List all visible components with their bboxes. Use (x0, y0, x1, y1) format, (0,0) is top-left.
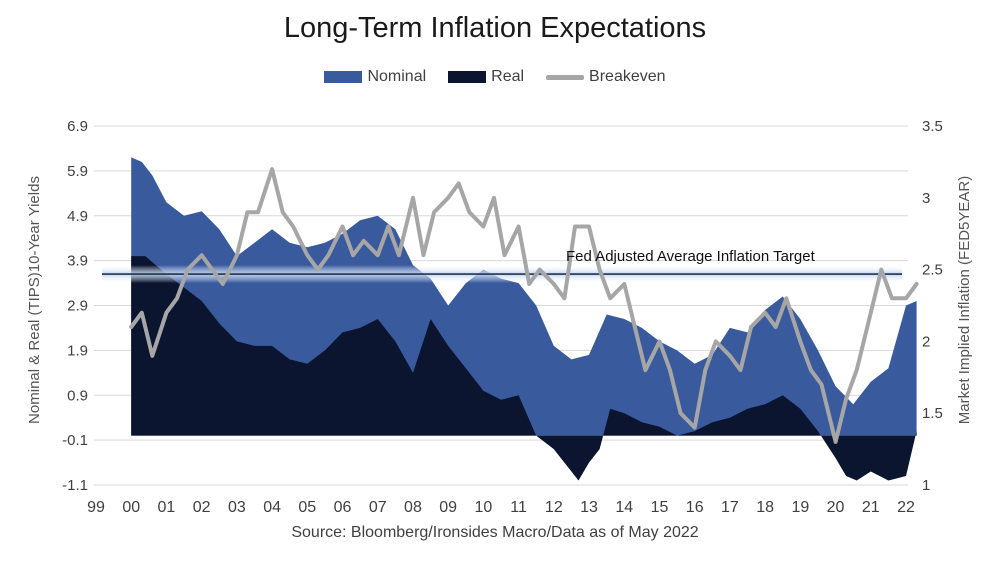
x-tick-label: 21 (862, 499, 880, 516)
tick-labels: 6.9 5.9 4.9 3.9 2.9 1.9 0.9 -0.1 -1.1 3.5 3 2.5 2 1.5… (62, 118, 943, 516)
chart-title: Long-Term Inflation Expectations (283, 12, 707, 44)
y2-tick-label: 1 (922, 477, 930, 494)
x-tick-label: 02 (193, 499, 211, 516)
y-tick-label: 3.9 (67, 253, 88, 270)
x-tick-label: 13 (580, 499, 598, 516)
x-tick-label: 14 (615, 499, 633, 516)
y2-tick-label: 2 (922, 333, 930, 350)
area-series (131, 157, 917, 481)
legend-swatch-nominal (324, 71, 363, 83)
target-annotation: Fed Adjusted Average Inflation Target (566, 248, 816, 265)
y-tick-label: 5.9 (67, 163, 88, 180)
source-note: Source: Bloomberg/Ironsides Macro/Data a… (291, 524, 699, 541)
y-axis-title: Nominal & Real (TIPS)10-Year Yields (26, 176, 43, 424)
y-tick-label: 1.9 (67, 342, 88, 359)
y2-tick-label: 3.5 (922, 118, 943, 135)
x-tick-label: 19 (791, 499, 809, 516)
target-line-group (102, 265, 902, 284)
legend-swatch-real (448, 71, 487, 83)
legend-swatch-breakeven (546, 74, 585, 80)
line-series (129, 167, 919, 444)
x-tick-label: 17 (721, 499, 739, 516)
breakeven-line (129, 167, 919, 444)
x-tick-label: 22 (897, 499, 915, 516)
x-tick-label: 12 (545, 499, 563, 516)
x-tick-label: 06 (334, 499, 352, 516)
legend-label-breakeven: Breakeven (589, 68, 666, 85)
x-tick-label: 10 (474, 499, 492, 516)
y-tick-label: 2.9 (67, 298, 88, 315)
y2-axis-title: Market Implied Inflation (FED5YEAR) (956, 176, 973, 424)
y-tick-label: 4.9 (67, 208, 88, 225)
legend-item-breakeven: Breakeven (546, 68, 666, 86)
real-area (131, 256, 917, 481)
legend-item-real: Real (448, 68, 524, 86)
x-tick-label: 20 (827, 499, 845, 516)
x-tick-label: 16 (686, 499, 704, 516)
legend: Nominal Real Breakeven (0, 68, 990, 86)
x-tick-label: 07 (369, 499, 387, 516)
x-tick-label: 03 (228, 499, 246, 516)
x-tick-label: 08 (404, 499, 422, 516)
y-tick-label: 0.9 (67, 387, 88, 404)
x-tick-label: 18 (756, 499, 774, 516)
y2-tick-label: 1.5 (922, 405, 943, 422)
x-tick-label: 04 (263, 499, 281, 516)
x-tick-label: 11 (510, 499, 527, 516)
legend-label-real: Real (491, 68, 525, 85)
y-tick-label: -1.1 (62, 477, 88, 494)
x-tick-label: 05 (298, 499, 316, 516)
y2-tick-label: 2.5 (922, 262, 943, 279)
y-tick-label: -0.1 (62, 432, 88, 449)
x-tick-label: 99 (87, 499, 105, 516)
legend-item-nominal: Nominal (324, 68, 426, 86)
y2-tick-label: 3 (922, 190, 930, 207)
x-tick-label: 01 (158, 499, 176, 516)
x-tick-label: 15 (651, 499, 669, 516)
legend-label-nominal: Nominal (367, 68, 427, 85)
x-tick-label: 09 (439, 499, 457, 516)
y-tick-label: 6.9 (67, 118, 88, 135)
x-tick-label: 00 (122, 499, 140, 516)
